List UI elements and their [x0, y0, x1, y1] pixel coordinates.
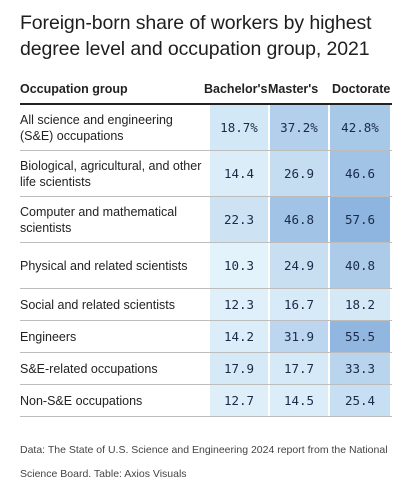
cell-bachelors: 18.7% [210, 105, 268, 150]
cell-doctorate: 55.5 [330, 321, 390, 352]
row-label: Social and related scientists [20, 297, 175, 312]
header-bachelors: Bachelor's [204, 82, 268, 96]
cell-bachelors: 12.7 [210, 385, 268, 416]
table-body: All science and engineering (S&E) occupa… [20, 105, 392, 417]
cell-masters: 31.9 [270, 321, 328, 352]
table-row: Non-S&E occupations 12.7 14.5 25.4 [20, 385, 392, 417]
row-label: Computer and mathematical scientists [20, 204, 178, 235]
table-header: Occupation group Bachelor's Master's Doc… [20, 79, 392, 105]
cell-doctorate: 33.3 [330, 353, 390, 384]
cell-doctorate: 42.8% [330, 105, 390, 150]
cell-doctorate: 57.6 [330, 197, 390, 242]
cell-masters: 37.2% [270, 105, 328, 150]
cell-bachelors: 22.3 [210, 197, 268, 242]
row-label: S&E-related occupations [20, 361, 158, 376]
chart-title: Foreign-born share of workers by highest… [20, 12, 372, 60]
row-label: Biological, agricultural, and other life… [20, 158, 202, 189]
cell-masters: 17.7 [270, 353, 328, 384]
cell-bachelors: 12.3 [210, 289, 268, 320]
header-doctorate: Doctorate [332, 82, 391, 96]
table-row: Biological, agricultural, and other life… [20, 151, 392, 197]
cell-masters: 14.5 [270, 385, 328, 416]
table-row: Social and related scientists 12.3 16.7 18.… [20, 289, 392, 321]
cell-bachelors: 10.3 [210, 243, 268, 288]
cell-bachelors: 17.9 [210, 353, 268, 384]
header-occupation-group: Occupation group [20, 82, 128, 96]
table-row: Engineers 14.2 31.9 55.5 [20, 321, 392, 353]
row-label: Engineers [20, 329, 77, 344]
cell-doctorate: 40.8 [330, 243, 390, 288]
table-row: All science and engineering (S&E) occupa… [20, 105, 392, 151]
cell-doctorate: 25.4 [330, 385, 390, 416]
table-row: Physical and related scientists 10.3 24.9 4… [20, 243, 392, 289]
header-masters: Master's [268, 82, 319, 96]
row-label: Physical and related scientists [20, 258, 188, 273]
cell-masters: 16.7 [270, 289, 328, 320]
cell-masters: 46.8 [270, 197, 328, 242]
row-label: Non-S&E occupations [20, 393, 143, 408]
cell-bachelors: 14.2 [210, 321, 268, 352]
source-note: Data: The State of U.S. Science and Engi… [20, 444, 388, 480]
cell-doctorate: 46.6 [330, 151, 390, 196]
table-row: S&E-related occupations 17.9 17.7 33.3 [20, 353, 392, 385]
cell-masters: 24.9 [270, 243, 328, 288]
cell-doctorate: 18.2 [330, 289, 390, 320]
table-row: Computer and mathematical scientists 22.3… [20, 197, 392, 243]
cell-bachelors: 14.4 [210, 151, 268, 196]
row-label: All science and engineering (S&E) occupa… [20, 112, 173, 143]
cell-masters: 26.9 [270, 151, 328, 196]
